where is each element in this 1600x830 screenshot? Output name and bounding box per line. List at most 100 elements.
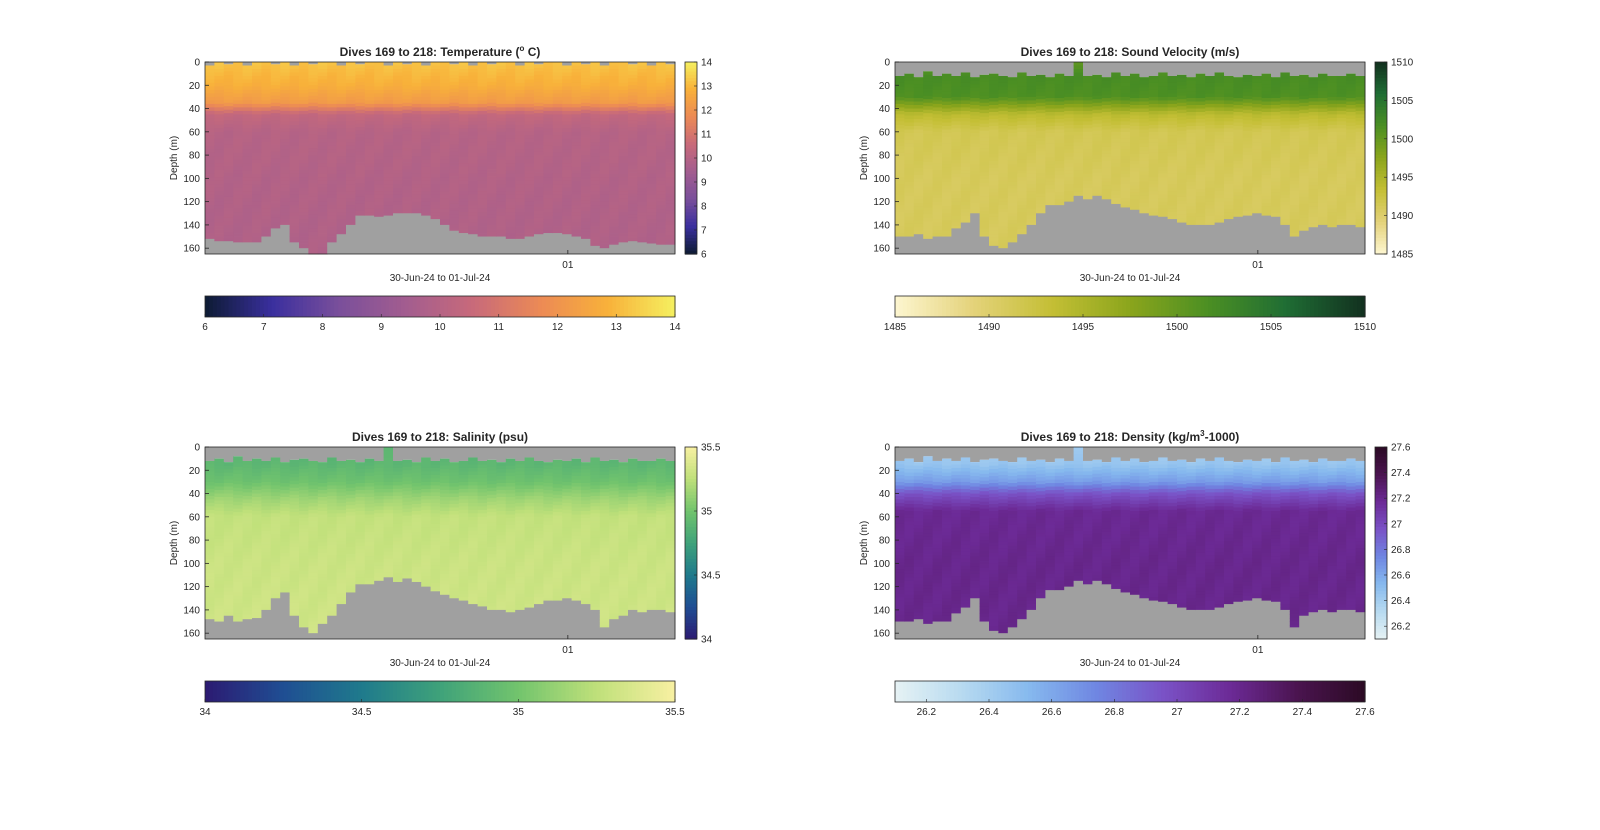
heatmap-cell <box>289 145 300 150</box>
heatmap-cell <box>656 128 667 133</box>
heatmap-cell <box>364 107 375 112</box>
heatmap-cell <box>364 65 375 70</box>
heatmap-cell <box>346 62 356 66</box>
heatmap-cell <box>1064 117 1075 122</box>
heatmap-cell <box>1017 187 1028 192</box>
heatmap-cell <box>960 135 971 140</box>
heatmap-cell <box>534 106 544 111</box>
colorbar-segment <box>588 296 594 317</box>
heatmap-cell <box>1007 178 1018 183</box>
colorbar-segment <box>685 103 697 108</box>
heatmap-cell <box>477 149 488 154</box>
y-tick-label: 20 <box>189 81 201 92</box>
heatmap-cell <box>1186 213 1197 218</box>
colorbar-segment <box>565 296 570 317</box>
heatmap-cell <box>970 192 981 197</box>
heatmap-cell <box>637 159 648 164</box>
heatmap-cell <box>355 141 366 146</box>
heatmap-cell <box>1073 128 1084 133</box>
heatmap-cell <box>599 177 610 182</box>
heatmap-cell <box>261 93 272 98</box>
heatmap-cell <box>1355 163 1366 168</box>
heatmap-cell <box>998 159 1009 164</box>
heatmap-cell <box>364 149 375 154</box>
heatmap-cell <box>656 100 667 105</box>
heatmap-cell <box>571 184 582 189</box>
heatmap-cell <box>1346 101 1357 106</box>
heatmap-cell <box>299 131 309 136</box>
heatmap-cell <box>637 177 648 182</box>
heatmap-cell <box>411 163 422 168</box>
heatmap-cell <box>205 135 215 140</box>
colorbar-segment <box>685 87 697 92</box>
heatmap-cell <box>308 190 319 194</box>
heatmap-cell <box>1148 201 1159 206</box>
heatmap-cell <box>468 124 479 129</box>
heatmap-cell <box>1355 82 1366 87</box>
heatmap-cell <box>505 194 516 199</box>
heatmap-cell <box>1045 132 1056 137</box>
heatmap-cell <box>904 143 915 148</box>
heatmap-cell <box>1308 195 1319 200</box>
heatmap-cell <box>1242 141 1253 146</box>
heatmap-cell <box>599 121 610 126</box>
heatmap-cell <box>430 177 441 182</box>
heatmap-cell <box>355 203 366 208</box>
heatmap-cell <box>327 107 338 112</box>
heatmap-cell <box>421 145 432 150</box>
heatmap-cell <box>942 126 952 130</box>
heatmap-cell <box>998 180 1009 185</box>
missing-cell <box>1261 215 1272 254</box>
heatmap-cell <box>299 222 309 227</box>
colorbar-segment <box>283 296 288 317</box>
heatmap-cell <box>1101 84 1112 88</box>
colorbar-segment <box>685 145 697 149</box>
heatmap-cell <box>562 79 573 84</box>
heatmap-cell <box>1308 80 1319 85</box>
heatmap-cell <box>1054 73 1065 78</box>
heatmap-cell <box>393 121 403 126</box>
heatmap-cell <box>913 209 924 214</box>
heatmap-cell <box>1355 152 1366 157</box>
heatmap-cell <box>1036 109 1046 114</box>
heatmap-cell <box>1186 87 1197 92</box>
heatmap-cell <box>1158 100 1169 105</box>
heatmap-cell <box>581 179 591 184</box>
heatmap-cell <box>1242 120 1253 125</box>
missing-cell <box>534 234 544 254</box>
heatmap-cell <box>923 148 934 152</box>
heatmap-cell <box>317 149 328 154</box>
heatmap-cell <box>346 128 356 133</box>
heatmap-cell <box>609 86 620 91</box>
heatmap-cell <box>327 117 338 122</box>
heatmap-cell <box>1167 215 1178 220</box>
heatmap-cell <box>998 82 1009 87</box>
heatmap-cell <box>336 191 347 196</box>
heatmap-cell <box>913 174 924 179</box>
heatmap-cell <box>665 74 676 79</box>
heatmap-cell <box>552 96 563 101</box>
heatmap-cell <box>299 229 309 234</box>
heatmap-cell <box>1045 185 1056 190</box>
heatmap-cell <box>421 107 432 112</box>
heatmap-cell <box>261 135 272 140</box>
heatmap-cell <box>590 82 601 87</box>
heatmap-cell <box>411 131 422 136</box>
heatmap-cell <box>242 187 253 192</box>
missing-cell <box>628 62 638 65</box>
missing-cell <box>1271 216 1281 254</box>
heatmap-cell <box>383 184 394 189</box>
heatmap-cell <box>364 208 375 213</box>
heatmap-cell <box>1036 99 1046 104</box>
heatmap-cell <box>1130 153 1140 158</box>
heatmap-cell <box>1139 188 1150 193</box>
heatmap-cell <box>628 67 638 72</box>
heatmap-cell <box>534 148 544 152</box>
heatmap-cell <box>280 173 291 178</box>
heatmap-cell <box>364 212 375 216</box>
heatmap-cell <box>421 103 432 108</box>
missing-cell <box>524 236 535 254</box>
heatmap-cell <box>1252 117 1263 122</box>
heatmap-cell <box>1026 145 1037 150</box>
heatmap-cell <box>552 72 563 77</box>
